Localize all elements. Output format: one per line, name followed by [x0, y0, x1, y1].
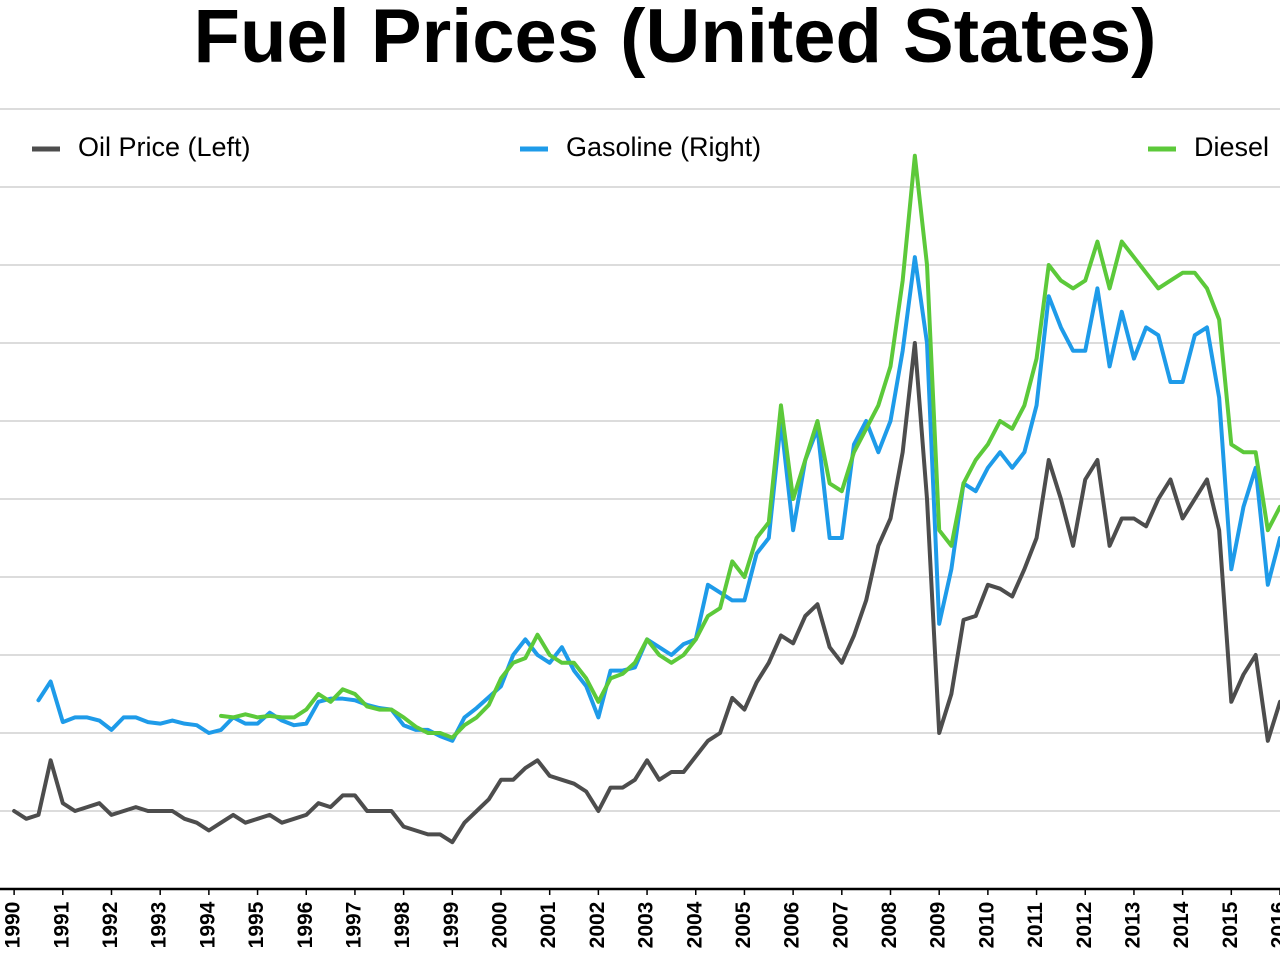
- x-tick-label: 2005: [732, 901, 755, 948]
- x-tick-label: 2015: [1219, 901, 1242, 948]
- x-tick-label: 1990: [2, 902, 25, 949]
- x-tick-label: 2000: [489, 902, 512, 949]
- x-tick-label: 1996: [294, 902, 317, 949]
- chart-title: Fuel Prices (United States): [194, 0, 1157, 79]
- x-tick-label: 1999: [440, 902, 463, 949]
- x-tick-label: 2013: [1121, 902, 1144, 949]
- x-tick-label: 2012: [1073, 902, 1096, 949]
- x-tick-label: 2016: [1268, 902, 1280, 949]
- x-tick-label: 2007: [829, 902, 852, 949]
- x-tick-label: 2011: [1024, 902, 1047, 948]
- legend-label: Gasoline (Right): [566, 132, 761, 162]
- x-tick-label: 2002: [586, 902, 609, 949]
- series-line: [12, 341, 1280, 845]
- legend-label: Diesel: [1194, 132, 1269, 162]
- series-line: [219, 153, 1280, 740]
- series-line: [36, 255, 1280, 743]
- x-tick-label: 1995: [245, 901, 268, 948]
- x-tick-label: 2003: [635, 902, 658, 949]
- x-tick-label: 1994: [196, 901, 219, 948]
- x-tick-label: 2008: [878, 901, 901, 948]
- x-tick-label: 2004: [683, 901, 706, 948]
- x-tick-label: 2010: [975, 902, 998, 949]
- x-tick-label: 2006: [781, 902, 804, 949]
- legend-label: Oil Price (Left): [78, 132, 251, 162]
- x-tick-label: 2001: [537, 901, 560, 948]
- x-tick-label: 1993: [148, 902, 171, 949]
- x-tick-label: 1992: [99, 902, 122, 949]
- x-tick-label: 1991: [50, 901, 73, 948]
- x-tick-label: 1998: [391, 901, 414, 948]
- x-tick-label: 2009: [927, 902, 950, 949]
- x-tick-label: 1997: [342, 902, 365, 949]
- x-tick-label: 2014: [1170, 901, 1193, 948]
